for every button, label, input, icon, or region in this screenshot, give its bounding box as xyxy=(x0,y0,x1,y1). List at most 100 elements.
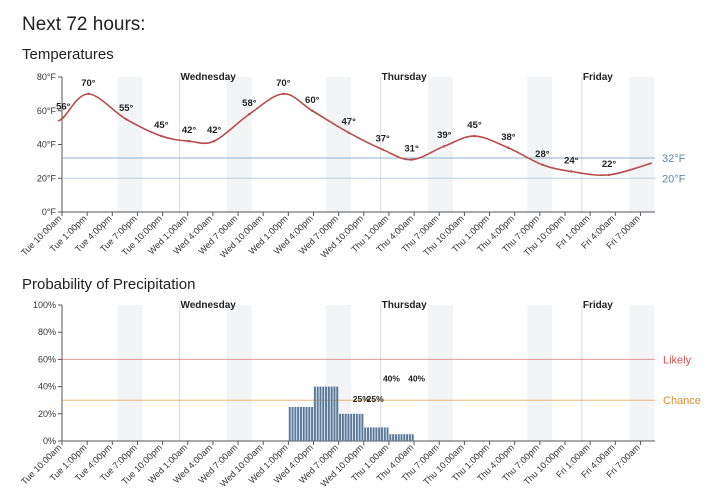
temp-reference-label: 32°F xyxy=(662,153,686,165)
temp-night-band xyxy=(326,77,352,212)
precip-bar xyxy=(380,427,383,441)
precip-bar xyxy=(378,427,381,441)
precip-bar xyxy=(397,434,400,441)
temp-data-label: 47° xyxy=(342,117,357,128)
precip-night-band xyxy=(117,305,143,441)
precip-bar xyxy=(403,434,406,441)
precip-bar xyxy=(336,386,339,441)
temp-night-band xyxy=(226,77,252,212)
temp-data-label: 55° xyxy=(119,103,134,114)
precip-bar xyxy=(327,386,330,441)
precip-bar xyxy=(375,427,378,441)
precip-bar xyxy=(319,386,322,441)
precip-bar xyxy=(406,434,409,441)
temp-point xyxy=(570,170,573,173)
precipitation-chart-title: Probability of Precipitation xyxy=(22,276,196,293)
temp-data-label: 45° xyxy=(467,120,482,131)
precip-bar xyxy=(355,413,358,441)
temp-day-label: Thursday xyxy=(382,72,427,83)
temp-series-line xyxy=(57,93,652,177)
precip-bar xyxy=(339,413,342,441)
precip-day-label: Thursday xyxy=(382,300,427,311)
temp-point xyxy=(607,173,611,177)
precip-y-tick-label: 40% xyxy=(38,382,56,392)
temp-point xyxy=(124,117,128,121)
temp-data-label: 22° xyxy=(602,159,617,170)
precip-bar xyxy=(311,407,314,441)
precip-bar xyxy=(350,413,353,441)
precip-night-band xyxy=(629,305,655,441)
precip-bar xyxy=(333,386,336,441)
temp-point xyxy=(311,109,314,112)
precip-bar xyxy=(411,434,414,441)
precip-bar xyxy=(358,413,361,441)
precip-bar xyxy=(392,434,395,441)
temp-point xyxy=(443,144,446,148)
temp-point xyxy=(187,139,191,143)
precip-data-label: 25% xyxy=(367,394,384,404)
precip-bar xyxy=(297,407,300,441)
precip-bar xyxy=(302,407,305,441)
precip-bar xyxy=(400,434,403,441)
precip-bar xyxy=(341,413,344,441)
temp-data-label: 37° xyxy=(375,134,390,145)
precip-y-tick-label: 20% xyxy=(38,409,56,419)
temp-data-label: 70° xyxy=(276,78,291,89)
temp-data-label: 39° xyxy=(437,130,452,141)
precip-y-tick-label: 0% xyxy=(43,436,56,446)
precip-bar xyxy=(330,386,333,441)
precip-bar xyxy=(369,427,372,441)
precip-bar xyxy=(291,407,294,441)
precip-y-tick-label: 60% xyxy=(38,354,56,364)
precip-reference-label: Chance xyxy=(663,395,701,407)
precip-night-band xyxy=(527,305,553,441)
temp-point xyxy=(212,139,216,143)
precip-y-tick-label: 100% xyxy=(33,300,56,310)
precip-bar xyxy=(386,427,389,441)
precip-bar xyxy=(383,427,386,441)
temp-reference-label: 20°F xyxy=(662,173,686,185)
temp-point xyxy=(87,92,90,96)
precip-bar xyxy=(294,407,297,441)
temp-data-label: 45° xyxy=(154,120,169,131)
temp-y-tick-label: 20°F xyxy=(37,173,57,183)
temp-night-band xyxy=(629,77,655,212)
precip-bar xyxy=(325,386,328,441)
temp-point xyxy=(473,134,476,138)
temp-y-tick-label: 40°F xyxy=(37,140,57,150)
precip-bar xyxy=(347,413,350,441)
precip-bar xyxy=(372,427,375,441)
temp-data-label: 28° xyxy=(535,149,550,160)
temp-point xyxy=(541,163,544,166)
temp-data-label: 38° xyxy=(501,132,516,143)
temp-y-tick-label: 0°F xyxy=(42,207,57,217)
page-title: Next 72 hours: xyxy=(22,14,146,35)
precip-bar xyxy=(394,434,397,441)
temp-data-label: 70° xyxy=(81,78,96,89)
precip-night-band xyxy=(427,305,453,441)
precip-reference-label: Likely xyxy=(663,354,692,366)
temp-point xyxy=(282,92,285,96)
temp-point xyxy=(248,112,251,116)
precip-bar xyxy=(361,413,364,441)
precip-bar xyxy=(366,427,369,441)
precip-bar xyxy=(322,386,325,441)
precip-data-label: 40% xyxy=(408,374,425,384)
temp-night-band xyxy=(527,77,553,212)
precip-night-band xyxy=(226,305,252,441)
precip-y-tick-label: 80% xyxy=(38,327,56,337)
temp-point xyxy=(410,158,413,161)
temp-point xyxy=(62,116,65,119)
temp-point xyxy=(507,146,510,150)
precip-bar xyxy=(288,407,291,441)
temp-data-label: 42° xyxy=(182,125,197,136)
temp-y-tick-label: 60°F xyxy=(37,106,57,116)
temp-data-label: 56° xyxy=(56,102,71,113)
temp-data-label: 58° xyxy=(242,98,257,109)
temp-night-band xyxy=(117,77,143,212)
precip-bar xyxy=(299,407,302,441)
precip-night-band xyxy=(326,305,352,441)
precip-data-label: 40% xyxy=(383,374,400,384)
temp-point xyxy=(160,134,163,138)
temperature-chart-title: Temperatures xyxy=(22,46,114,63)
